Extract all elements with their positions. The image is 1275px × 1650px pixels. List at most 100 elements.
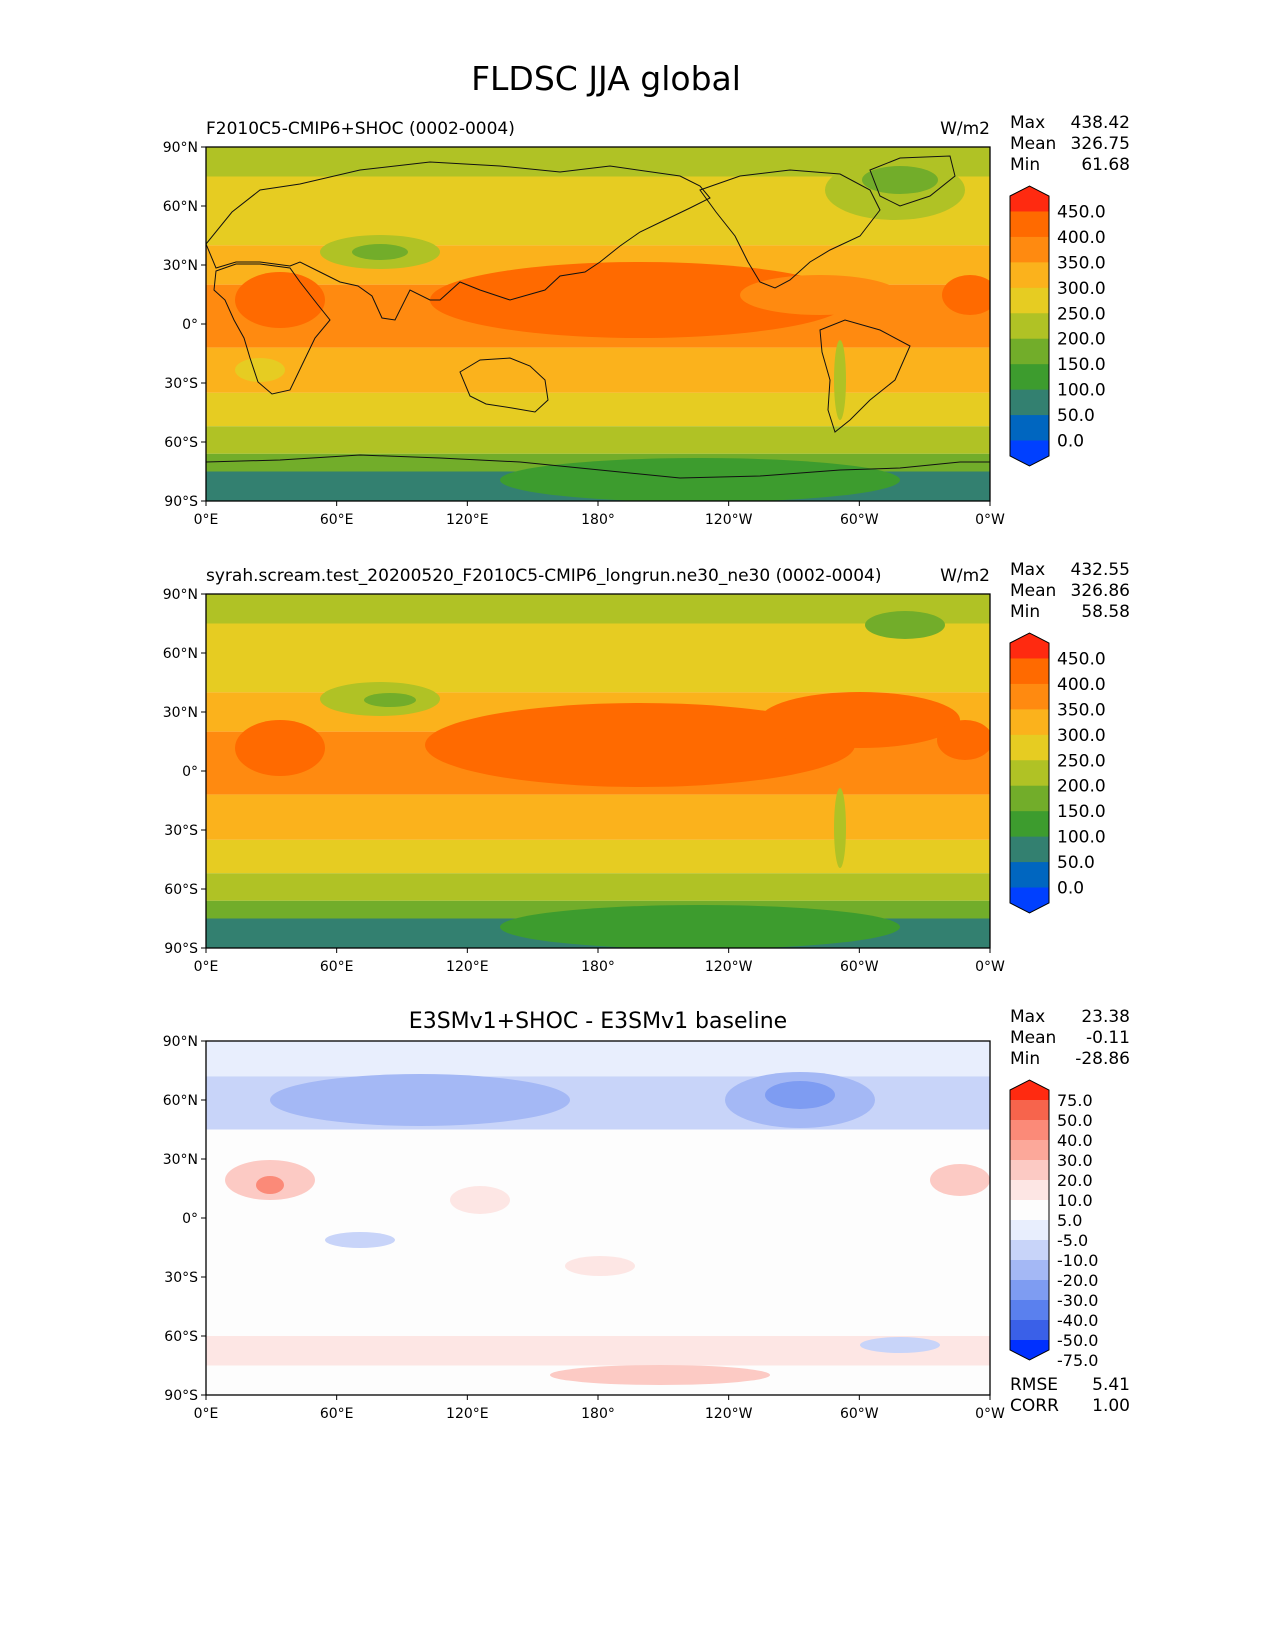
colorbar-segment (1010, 1180, 1049, 1201)
africa-outline (213, 263, 331, 395)
x-tick-label: 60°W (840, 512, 879, 528)
n-africa-warm-patch (937, 720, 990, 760)
x-tick-label: 120°E (446, 959, 489, 975)
colorbar-segment (1010, 364, 1049, 391)
field-features (225, 1072, 990, 1385)
colorbar-segment (1010, 734, 1049, 761)
colorbar-level-label: 350.0 (1057, 253, 1106, 273)
stat-mean-value: 326.75 (1071, 134, 1130, 154)
stat-mean-label: Mean (1010, 581, 1056, 601)
colorbar-segment (1010, 862, 1049, 889)
map-area: 90°N 60°N 30°N 0° 30°S 60°S 90°S 0°E 60°E 120°E 1… (163, 140, 1005, 528)
colorbar-segment (1010, 211, 1049, 238)
y-tick-label: 90°S (164, 941, 198, 957)
colorbar-segment (1010, 1140, 1049, 1161)
n-africa-positive-patch (930, 1164, 990, 1196)
colorbar-level-label: 100.0 (1057, 381, 1106, 401)
s-africa-patch (235, 358, 285, 382)
x-axis-ticks: 0°E 60°E 120°E 180° 120°W 60°W 0°W (194, 1395, 1005, 1422)
colorbar-level-label: 450.0 (1057, 649, 1106, 669)
colorbar-level-label: -10.0 (1057, 1251, 1098, 1270)
stat-max-value: 432.55 (1071, 560, 1130, 580)
stat-mean-label: Mean (1010, 1028, 1056, 1048)
y-axis-ticks: 90°N 60°N 30°N 0° 30°S 60°S 90°S (163, 1034, 206, 1404)
y-tick-label: 60°N (163, 199, 198, 215)
warm-pool-patch (425, 703, 855, 787)
africa-warm-patch (235, 720, 325, 776)
zonal-band (206, 794, 990, 840)
colorbar-segment (1010, 338, 1049, 365)
colorbar-level-label: 100.0 (1057, 828, 1106, 848)
stat-mean-value: -0.11 (1086, 1028, 1130, 1048)
zonal-band (206, 1336, 990, 1366)
y-tick-label: 30°S (164, 823, 198, 839)
stat-min-label: Min (1010, 1049, 1040, 1069)
y-tick-label: 90°S (164, 494, 198, 510)
stat-mean-label: Mean (1010, 134, 1056, 154)
panel-title: E3SMv1+SHOC - E3SMv1 baseline (409, 1009, 787, 1034)
colorbar-segment (1010, 1240, 1049, 1261)
indian-ocean-negative-patch (325, 1232, 395, 1248)
antarctic-green-patch (500, 905, 900, 948)
y-axis-ticks: 90°N 60°N 30°N 0° 30°S 60°S 90°S (163, 140, 206, 510)
stat-corr-label: CORR (1010, 1396, 1059, 1416)
colorbar-level-label: 75.0 (1057, 1091, 1093, 1110)
y-tick-label: 0° (182, 317, 198, 333)
panel-reference: syrah.scream.test_20200520_F2010C5-CMIP6… (163, 560, 1130, 975)
x-tick-label: 180° (581, 959, 615, 975)
colorbar-segment (1010, 785, 1049, 812)
colorbar-segment (1010, 186, 1049, 212)
colorbar-segment (1010, 1340, 1049, 1360)
antarctic-positive-patch (550, 1365, 770, 1385)
y-tick-label: 30°N (163, 258, 198, 274)
zonal-band (206, 347, 990, 393)
x-tick-label: 0°W (975, 512, 1005, 528)
x-tick-label: 0°E (194, 512, 219, 528)
field-features (235, 611, 990, 948)
y-tick-label: 90°S (164, 1388, 198, 1404)
tibet-core-patch (352, 244, 408, 260)
colorbar: 450.0 400.0 350.0 300.0 250.0 200.0 150.0 100.0… (1009, 632, 1106, 914)
atlantic-warm-patch (760, 692, 960, 748)
colorbar-level-label: 400.0 (1057, 228, 1106, 248)
antarctic-green-patch (500, 458, 900, 501)
colorbar-level-label: 300.0 (1057, 279, 1106, 299)
y-tick-label: 90°N (163, 140, 198, 156)
colorbar-segment (1010, 262, 1049, 289)
colorbar-segment (1010, 1260, 1049, 1281)
stats-box: Max 432.55 Mean 326.86 Min 58.58 (1010, 560, 1130, 622)
stats-box: Max 23.38 Mean -0.11 Min -28.86 RMSE 5.4… (1010, 1007, 1130, 1416)
tibet-core-patch (364, 693, 416, 707)
x-tick-label: 120°W (705, 512, 753, 528)
page-title: FLDSC JJA global (471, 59, 741, 98)
colorbar-segment (1010, 1220, 1049, 1241)
arabia-strong-patch (256, 1176, 284, 1194)
east-pacific-patch (740, 275, 900, 315)
colorbar-segment (1010, 1280, 1049, 1301)
zonal-band (206, 839, 990, 874)
andes-patch (834, 788, 846, 868)
colorbar-outline (1009, 1079, 1050, 1361)
india-positive-patch (450, 1186, 510, 1214)
colorbar-level-label: 250.0 (1057, 304, 1106, 324)
africa-warm-patch (235, 272, 325, 328)
colorbar-level-label: 30.0 (1057, 1151, 1093, 1170)
stat-min-label: Min (1010, 602, 1040, 622)
colorbar-level-label: -40.0 (1057, 1311, 1098, 1330)
n-africa-warm-patch (942, 275, 990, 315)
x-tick-label: 120°W (705, 959, 753, 975)
panel-difference: E3SMv1+SHOC - E3SMv1 baseline (163, 1007, 1130, 1422)
s-atlantic-negative-patch (860, 1337, 940, 1353)
x-tick-label: 120°E (446, 1406, 489, 1422)
y-tick-label: 90°N (163, 587, 198, 603)
x-tick-label: 0°E (194, 959, 219, 975)
siberia-negative-patch (270, 1074, 570, 1126)
colorbar-level-label: 350.0 (1057, 700, 1106, 720)
stat-corr-value: 1.00 (1092, 1396, 1130, 1416)
panel-units: W/m2 (940, 566, 990, 586)
colorbar-segment (1010, 440, 1049, 466)
greenland-core-patch (865, 611, 945, 639)
colorbar-level-label: 200.0 (1057, 330, 1106, 350)
colorbar-level-label: -20.0 (1057, 1271, 1098, 1290)
